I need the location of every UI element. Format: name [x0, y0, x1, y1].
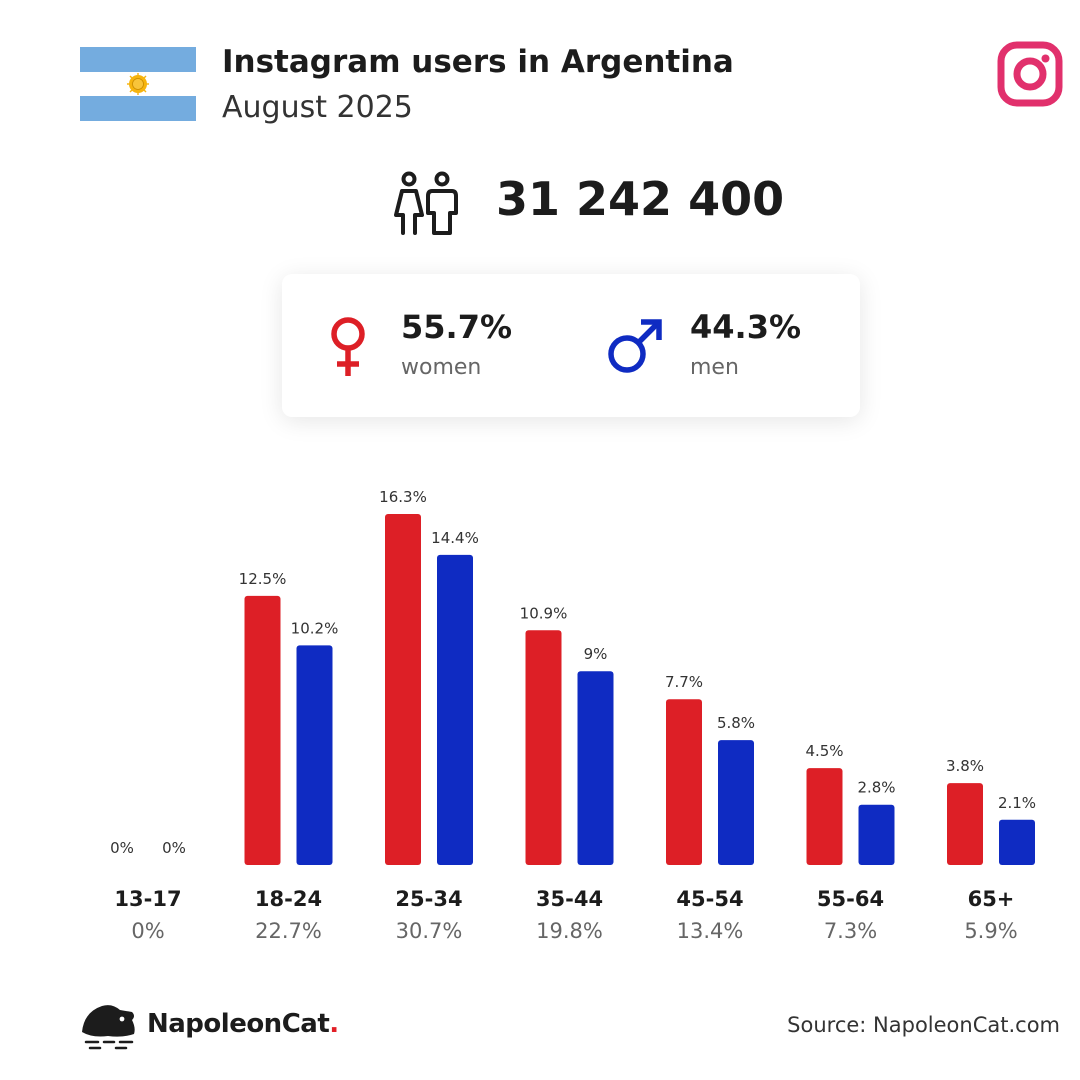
bar-18-24-men: [296, 645, 333, 865]
bar-value-label: 14.4%: [431, 529, 479, 547]
age-group-label: 35-44: [536, 887, 603, 911]
women-percentage: 55.7%: [401, 308, 513, 346]
age-group-total: 19.8%: [536, 919, 603, 943]
age-group-total: 22.7%: [255, 919, 322, 943]
bar-18-24-women: [244, 595, 281, 865]
total-users-value: 31 242 400: [496, 172, 785, 226]
people-icon: [394, 171, 458, 235]
bar-65+-men: [999, 819, 1035, 865]
age-group-total: 5.9%: [964, 919, 1017, 943]
bar-value-label: 7.7%: [665, 673, 703, 691]
bar-value-label: 3.8%: [946, 757, 984, 775]
age-group-total: 0%: [131, 919, 164, 943]
age-group-label: 13-17: [114, 887, 181, 911]
brand-name: NapoleonCat.: [147, 1009, 339, 1039]
bar-45-54-men: [718, 740, 754, 865]
bar-value-label: 10.2%: [291, 619, 339, 637]
age-group-total: 30.7%: [396, 919, 463, 943]
age-group-label: 25-34: [395, 887, 462, 911]
bar-35-44-women: [525, 630, 562, 865]
women-label: women: [401, 355, 482, 380]
bar-value-label: 10.9%: [520, 604, 568, 622]
bar-55-64-men: [858, 804, 895, 865]
bar-value-label: 5.8%: [717, 714, 755, 732]
age-group-total: 13.4%: [677, 919, 744, 943]
napoleoncat-logo-icon: [82, 1005, 135, 1050]
instagram-icon: [997, 41, 1063, 107]
bar-25-34-men: [437, 554, 473, 865]
bar-value-label: 4.5%: [805, 742, 843, 760]
bar-value-label: 12.5%: [239, 570, 287, 588]
bar-value-label: 9%: [584, 645, 608, 663]
age-group-total: 7.3%: [824, 919, 877, 943]
argentina-flag-icon: [80, 47, 196, 121]
age-group-label: 65+: [968, 887, 1015, 911]
age-group-label: 18-24: [255, 887, 322, 911]
bar-value-label: 2.1%: [998, 794, 1036, 812]
female-icon: [331, 317, 365, 376]
bar-45-54-women: [666, 699, 702, 865]
bar-35-44-men: [577, 671, 614, 865]
male-icon: [608, 319, 662, 373]
men-percentage: 44.3%: [690, 308, 802, 346]
age-group-label: 55-64: [817, 887, 884, 911]
age-gender-bar-chart: 0% 0% 13-17 0% 12.5% 10.2% 18-24 22.7% 16.3% 14.4…: [110, 488, 1036, 943]
bar-value-label: 0%: [110, 839, 134, 857]
bar-65+-women: [947, 783, 983, 865]
bar-value-label: 16.3%: [379, 488, 427, 506]
bar-55-64-women: [806, 768, 843, 865]
men-label: men: [690, 355, 739, 380]
page-title: Instagram users in Argentina: [222, 44, 734, 80]
bar-25-34-women: [385, 514, 421, 865]
age-group-label: 45-54: [676, 887, 743, 911]
bar-value-label: 2.8%: [857, 779, 895, 797]
source-text: Source: NapoleonCat.com: [787, 1013, 1060, 1037]
page-subtitle: August 2025: [222, 90, 413, 125]
gender-split-card: 55.7% women 44.3% men: [282, 274, 860, 417]
bar-value-label: 0%: [162, 839, 186, 857]
